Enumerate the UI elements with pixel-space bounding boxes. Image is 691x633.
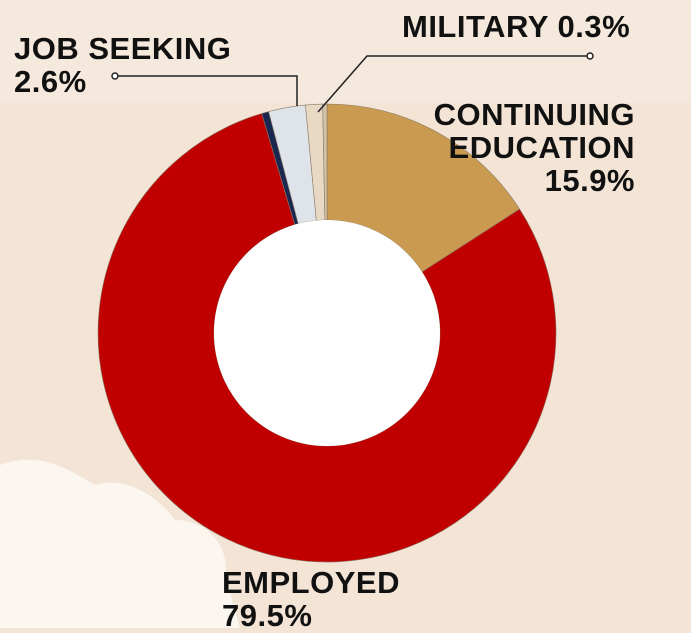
value-label: 2.6%: [14, 64, 87, 99]
leader-dot: [586, 52, 594, 60]
category-label: JOB SEEKING: [14, 31, 232, 66]
leader-line: [317, 55, 590, 113]
category-label: EMPLOYED: [222, 565, 400, 600]
top-band: [0, 0, 691, 103]
category-label: CONTINUING EDUCATION: [433, 97, 635, 165]
value-label: 79.5%: [222, 598, 313, 633]
label: JOB SEEKING 2.6%: [14, 32, 231, 98]
slices: [97, 103, 557, 563]
label: CONTINUING EDUCATION 15.9%: [395, 98, 635, 197]
leader-line: [115, 75, 298, 106]
donut-hole: [214, 220, 440, 446]
label: EMPLOYED 79.5%: [222, 566, 400, 632]
value-label: 0.3%: [557, 9, 631, 44]
cloud: [0, 459, 240, 628]
leader-dot: [111, 72, 119, 80]
value-label: 15.9%: [544, 163, 635, 198]
label: MILITARY 0.3%: [402, 10, 630, 43]
category-label: MILITARY: [402, 9, 549, 44]
